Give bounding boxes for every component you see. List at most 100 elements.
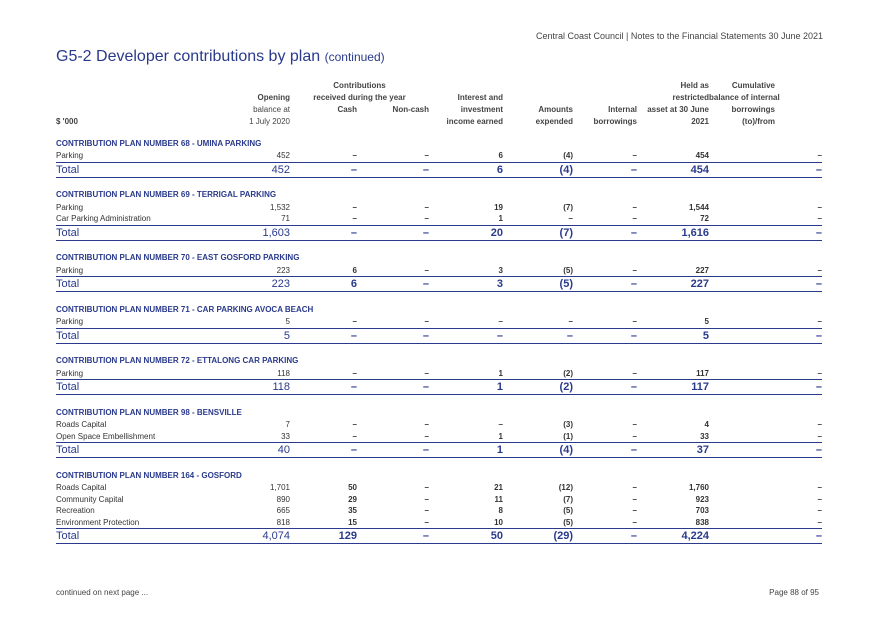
total-label-cell: Total: [56, 276, 216, 292]
total-internal-cell: –: [573, 224, 637, 241]
noncash-cell: –: [424, 517, 429, 527]
held-cell: 33: [700, 431, 709, 441]
label-cell: Parking: [56, 368, 84, 378]
plan-heading-row: CONTRIBUTION PLAN NUMBER 68 - UMINA PARK…: [56, 126, 822, 150]
total-amounts-cell: –: [503, 327, 573, 344]
held-header-2: restricted: [672, 92, 709, 102]
page-title: G5-2 Developer contributions by plan (co…: [56, 48, 385, 66]
internal-cell: –: [632, 494, 637, 504]
cash-cell: –: [352, 214, 357, 224]
noncash-cell: –: [424, 494, 429, 504]
total-label-cell: Total: [56, 224, 216, 241]
amounts-header-1: Amounts: [538, 104, 573, 114]
cash-cell: 35: [348, 506, 357, 516]
opening-cell: 33: [281, 431, 290, 441]
total-held-cell: 117: [637, 379, 709, 395]
label-cell: Roads Capital: [56, 483, 107, 493]
interest-cell: 1: [498, 214, 503, 224]
held-cell: 1,544: [688, 202, 709, 212]
title-continued: (continued): [324, 50, 385, 64]
total-interest-cell: 20: [429, 224, 503, 241]
cash-cell: –: [352, 368, 357, 378]
interest-cell: 11: [494, 494, 503, 504]
spacer-cell: [709, 224, 775, 241]
cash-cell: –: [352, 431, 357, 441]
label-cell: Parking: [56, 151, 84, 161]
table-row: Parking 5 – – – – – 5 –: [56, 316, 822, 328]
label-cell: Parking: [56, 317, 84, 327]
amounts-cell: –: [568, 214, 573, 224]
opening-cell: 5: [285, 317, 290, 327]
total-internal-cell: –: [573, 442, 637, 458]
amounts-cell: (3): [563, 420, 573, 430]
table-row: Roads Capital 7 – – – (3) – 4 –: [56, 419, 822, 431]
contrib-group-header-2: received during the year: [313, 92, 406, 102]
total-opening-cell: 118: [216, 379, 290, 395]
cumulative-cell: –: [817, 151, 822, 161]
noncash-cell: –: [424, 431, 429, 441]
held-cell: 4: [704, 420, 709, 430]
internal-header-2: borrowings: [593, 116, 637, 126]
table-row: Parking 452 – – 6 (4) – 454 –: [56, 150, 822, 162]
interest-cell: –: [498, 317, 503, 327]
noncash-cell: –: [424, 420, 429, 430]
opening-cell: 1,701: [269, 483, 290, 493]
total-interest-cell: 1: [429, 442, 503, 458]
spacer-cell: [709, 528, 775, 544]
cumulative-cell: –: [817, 494, 822, 504]
held-cell: 227: [695, 265, 709, 275]
total-held-cell: 454: [637, 161, 709, 178]
total-cash-cell: –: [290, 224, 357, 241]
cumulative-cell: –: [817, 506, 822, 516]
amounts-cell: –: [568, 317, 573, 327]
total-interest-cell: –: [429, 327, 503, 344]
total-cash-cell: 129: [290, 528, 357, 544]
opening-cell: 1,532: [269, 202, 290, 212]
cash-cell: 6: [352, 265, 357, 275]
opening-header-1: Opening: [257, 92, 290, 102]
total-opening-cell: 4,074: [216, 528, 290, 544]
total-amounts-cell: (5): [503, 276, 573, 292]
total-row: Total 452– –6 (4) –454–: [56, 161, 822, 178]
amounts-cell: (5): [563, 517, 573, 527]
internal-cell: –: [632, 202, 637, 212]
amounts-cell: (12): [558, 483, 573, 493]
amounts-cell: (7): [563, 494, 573, 504]
opening-cell: 223: [276, 265, 290, 275]
plan-heading-row: CONTRIBUTION PLAN NUMBER 164 - GOSFORD: [56, 458, 822, 483]
plan-heading: CONTRIBUTION PLAN NUMBER 70 - EAST GOSFO…: [56, 253, 300, 262]
spacer-cell: [709, 316, 775, 328]
held-cell: 5: [704, 317, 709, 327]
interest-cell: 19: [494, 202, 503, 212]
total-row: Total 4,074 129–50 (29) –4,224–: [56, 528, 822, 544]
interest-header-1: Interest and: [457, 92, 503, 102]
total-amounts-cell: (7): [503, 224, 573, 241]
plan-heading-row: CONTRIBUTION PLAN NUMBER 70 - EAST GOSFO…: [56, 240, 822, 265]
label-cell: Recreation: [56, 506, 95, 516]
total-cumulative-cell: –: [775, 276, 822, 292]
noncash-cell: –: [424, 265, 429, 275]
total-row: Total 1,603– –20 (7) –1,616–: [56, 224, 822, 241]
opening-cell: 665: [276, 506, 290, 516]
total-cash-cell: –: [290, 327, 357, 344]
plan-heading: CONTRIBUTION PLAN NUMBER 68 - UMINA PARK…: [56, 138, 262, 148]
cumulative-header-1: Cumulative: [731, 80, 775, 90]
noncash-cell: –: [424, 214, 429, 224]
title-main: G5-2 Developer contributions by plan: [56, 48, 321, 65]
cumulative-header-4: (to)/from: [742, 116, 775, 126]
internal-cell: –: [632, 214, 637, 224]
spacer-cell: [709, 442, 775, 458]
amounts-header-2: expended: [535, 116, 573, 126]
total-held-cell: 1,616: [637, 224, 709, 241]
amounts-cell: (1): [563, 431, 573, 441]
interest-cell: 1: [498, 431, 503, 441]
total-opening-cell: 452: [216, 161, 290, 178]
cumulative-cell: –: [817, 265, 822, 275]
held-cell: 117: [696, 368, 709, 378]
spacer-cell: [709, 368, 775, 380]
total-held-cell: 4,224: [637, 528, 709, 544]
spacer-cell: [709, 431, 775, 443]
internal-cell: –: [632, 420, 637, 430]
total-noncash-cell: –: [357, 379, 429, 395]
plan-heading-row: CONTRIBUTION PLAN NUMBER 71 - CAR PARKIN…: [56, 292, 822, 317]
